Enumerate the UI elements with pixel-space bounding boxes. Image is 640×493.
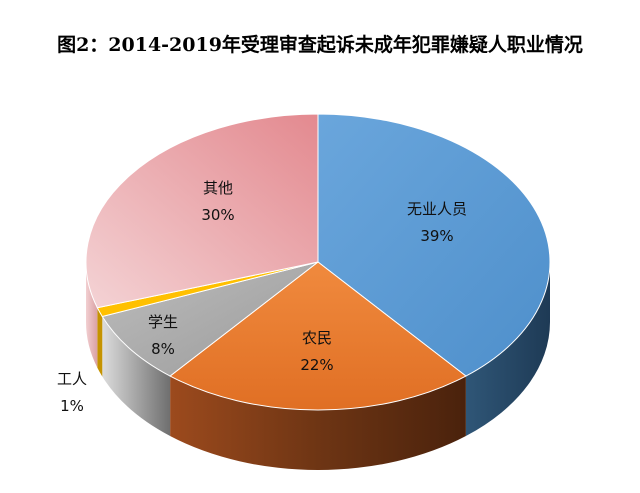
slice-3-name-label: 工人 — [57, 370, 87, 388]
slice-2-name-label: 学生 — [148, 313, 178, 331]
slice-1-percent-label: 22% — [300, 356, 333, 374]
slice-4-percent-label: 30% — [201, 206, 234, 224]
slice-0-top — [317, 113, 551, 377]
slice-4-top — [85, 113, 319, 309]
slice-4-name-label: 其他 — [203, 179, 233, 197]
slice-3-percent-label: 1% — [60, 397, 84, 415]
slice-2-top — [101, 261, 319, 377]
slice-3-side — [97, 307, 103, 377]
chart-title: 图2：2014-2019年受理审查起诉未成年犯罪嫌疑人职业情况 — [57, 34, 583, 56]
slice-2-side — [102, 316, 171, 437]
slice-0-name-label: 无业人员 — [407, 200, 467, 218]
slice-4-side — [86, 262, 98, 368]
slice-0-side — [465, 262, 550, 437]
slice-2-percent-label: 8% — [151, 340, 175, 358]
slice-1-side — [170, 376, 466, 470]
slice-1-top — [169, 261, 467, 411]
slice-0-percent-label: 39% — [420, 227, 453, 245]
slice-1-name-label: 农民 — [302, 329, 332, 347]
